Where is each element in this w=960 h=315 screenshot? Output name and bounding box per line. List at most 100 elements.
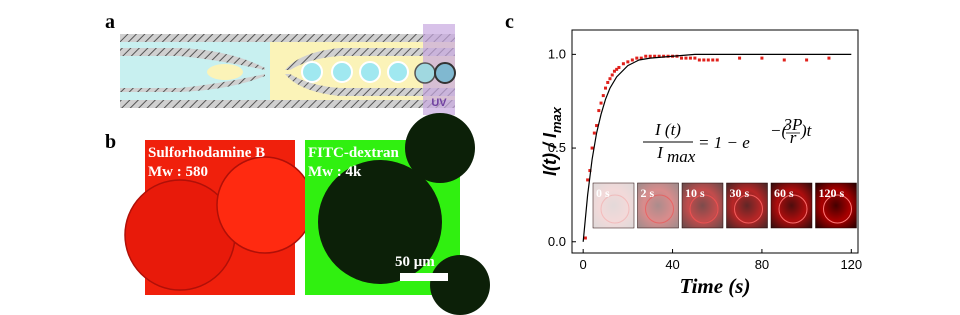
data-point [702,58,706,62]
y-axis-title-main: I(t) / I [540,132,560,176]
data-point [827,56,831,60]
microscopy-red [124,140,314,295]
inset-image [637,183,679,228]
data-point [706,58,710,62]
data-point [597,109,601,113]
data-point [583,236,587,240]
inset-label: 30 s [730,186,750,200]
data-point [648,54,652,58]
eq-denominator-sub: max [667,147,696,166]
inset-image [815,183,857,228]
inset-droplet [734,194,763,224]
data-point [590,146,594,150]
y-axis-title: I(t) / Imax [540,106,564,176]
inset-label: 0 s [596,186,610,200]
inset-droplet [645,194,674,224]
data-point [782,58,786,62]
data-point [588,169,592,173]
x-tick-label: 120 [840,257,862,272]
inset-bg [770,182,813,229]
data-point [606,80,610,84]
data-point [617,65,621,69]
axes-frame [571,29,859,254]
mw-label: Mw : 4k [308,164,362,180]
panel-letter: b [105,131,116,153]
inset-image [682,183,723,228]
data-point [639,56,643,60]
data-point [599,101,603,105]
microscopy-green [305,113,490,315]
data-point [711,58,715,62]
eq-denominator: I [656,143,664,162]
data-point [684,56,688,60]
eq-numerator: I (t) [654,120,681,139]
inset-bg [726,182,768,229]
data-point [610,73,614,77]
x-tick-label: 40 [665,257,679,272]
data-point [586,178,590,182]
inset-droplet [600,194,630,224]
data-point [612,69,616,73]
inset-bg [637,182,679,229]
equation: I (t) I max = 1 − e −( 3P r )t [643,115,813,166]
dye-label: Sulforhodamine B [148,145,265,161]
data-point [715,58,719,62]
data-point [697,58,701,62]
fit-line [582,53,852,242]
data-point [760,56,764,60]
y-tick-label: 1.0 [548,46,566,61]
data-point [595,124,599,128]
eq-exp-den: r [790,128,797,147]
inset-bg [681,182,724,229]
inset-bg [592,182,635,229]
data-point [679,56,683,60]
data-point [662,54,666,58]
inset-image [771,183,812,228]
inset-label: 120 s [819,186,845,200]
x-tick-label: 80 [755,257,769,272]
inset-label: 2 s [641,186,655,200]
uv-label: UV [431,97,447,109]
eq-exp: )t [800,121,813,140]
data-point [608,77,612,81]
panel-letter: c [505,11,514,33]
inset-label: 60 s [774,186,794,200]
mw-label: Mw : 580 [148,164,208,180]
dye-label: FITC-dextran [308,145,399,161]
inset-image [593,183,634,228]
inset-strip: 0 s 2 s 10 s 30 s 60 s 120 s [592,182,857,229]
data-point [657,54,661,58]
data-point [615,67,619,71]
y-tick-label: 0.5 [548,140,566,155]
eq-exp-num: 3P [783,115,803,134]
eq-rhs: = 1 − e [698,133,750,152]
inset-droplet [778,194,808,224]
data-point [621,62,625,66]
data-point [601,94,605,98]
eq-exp: −( [770,121,788,140]
inset-label: 10 s [685,186,705,200]
device-diagram: UV [120,24,456,115]
data-point [644,54,648,58]
data-point [805,58,809,62]
inset-droplet [823,194,852,224]
data-point [653,54,657,58]
inset-image [726,183,768,228]
data-point [630,58,634,62]
inset-bg [815,182,857,229]
y-axis-title-sub: max [549,106,564,133]
data-point [604,86,608,90]
panel-letter: a [105,11,115,33]
data-point [688,56,692,60]
data-point [693,56,697,60]
inset-droplet [689,194,719,224]
y-tick-label: 0.0 [548,234,566,249]
x-axis-title: Time (s) [680,274,751,298]
data-point [635,56,639,60]
data-point [738,56,742,60]
data-point [626,60,630,64]
scale-bar-label: 50 μm [395,254,435,270]
x-tick-label: 0 [580,257,587,272]
